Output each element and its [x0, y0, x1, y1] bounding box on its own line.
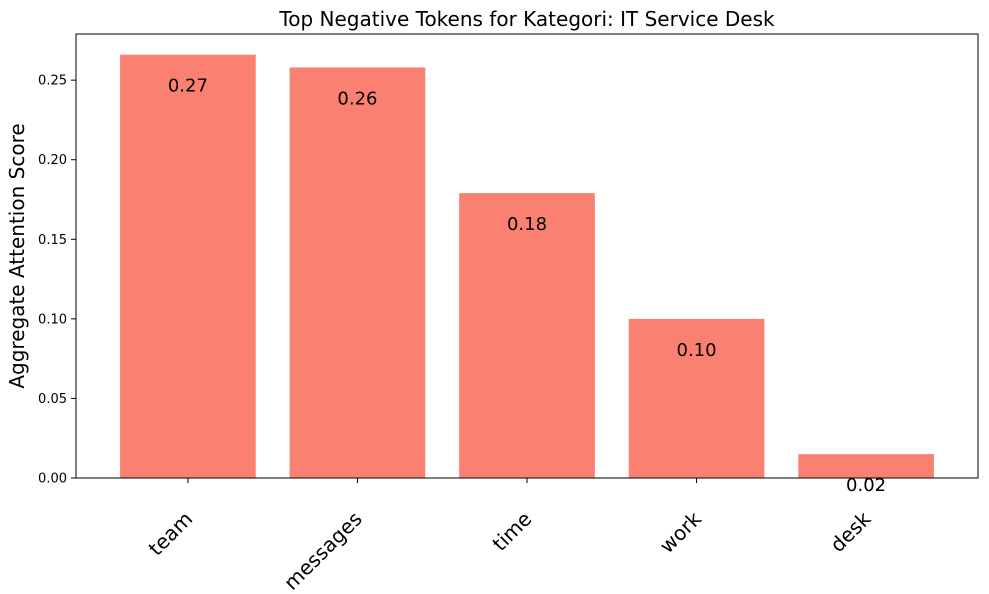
- x-tick-label-time: time: [487, 507, 536, 556]
- plot-frame: [75, 33, 979, 479]
- data-label-desk: 0.02: [846, 475, 886, 496]
- data-label-team: 0.27: [168, 76, 208, 97]
- bars-layer: [120, 54, 934, 479]
- data-label-messages: 0.26: [337, 88, 377, 109]
- y-tick-label-5: 0.25: [38, 74, 67, 89]
- data-label-time: 0.18: [507, 214, 547, 235]
- y-tick-label-1: 0.05: [38, 392, 67, 407]
- bar-desk: [798, 454, 934, 478]
- chart-title: Top Negative Tokens for Kategori: IT Ser…: [278, 7, 775, 31]
- y-axis-label: Aggregate Attention Score: [5, 123, 29, 388]
- y-tick-label-3: 0.15: [38, 233, 67, 248]
- bar-messages: [289, 67, 426, 478]
- y-tick-label-0: 0.00: [38, 472, 67, 487]
- x-tick-label-work: work: [655, 506, 706, 557]
- bar-work: [628, 318, 765, 478]
- x-axis-ticks: team messages time work desk: [144, 478, 876, 594]
- y-axis-ticks: 0.00 0.05 0.10 0.15 0.20 0.25: [38, 74, 76, 487]
- bar-team: [120, 54, 256, 478]
- data-labels-layer: 0.27 0.26 0.18 0.10 0.02: [168, 76, 886, 496]
- y-tick-label-2: 0.10: [38, 312, 67, 327]
- x-tick-label-team: team: [144, 507, 198, 561]
- y-tick-label-4: 0.20: [38, 153, 67, 168]
- data-label-work: 0.10: [677, 340, 717, 361]
- x-tick-label-desk: desk: [825, 506, 876, 557]
- x-tick-label-messages: messages: [279, 507, 367, 590]
- bar-time: [459, 193, 595, 479]
